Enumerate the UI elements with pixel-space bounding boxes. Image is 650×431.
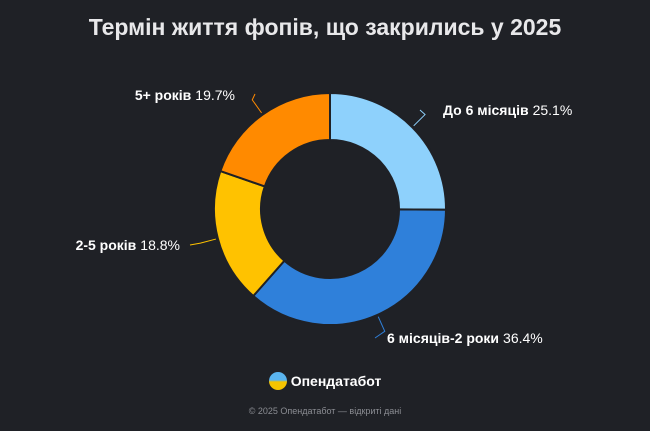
leader-line-2: [189, 238, 217, 246]
donut-slice-1: [252, 208, 447, 326]
donut-slice-0: [329, 92, 447, 211]
label-1: 6 місяців-2 роки 36.4%: [387, 330, 543, 346]
leader-line-1: [374, 316, 386, 339]
leader-line-3: [251, 93, 262, 114]
donut-slice-3: [219, 92, 331, 188]
label-2: 2-5 років 18.8%: [75, 237, 180, 253]
brand-name: Опендатабот: [290, 373, 382, 389]
opendatabot-logo-icon: [268, 372, 287, 390]
label-3: 5+ років 19.7%: [134, 87, 235, 103]
brand: Опендатабот: [0, 372, 650, 390]
leader-line-0: [413, 109, 426, 127]
label-0: До 6 місяців 25.1%: [443, 102, 573, 118]
chart-title: Термін життя фопів, що закрились у 2025: [88, 14, 562, 40]
footer: © 2025 Опендатабот — відкриті дані: [248, 406, 402, 416]
